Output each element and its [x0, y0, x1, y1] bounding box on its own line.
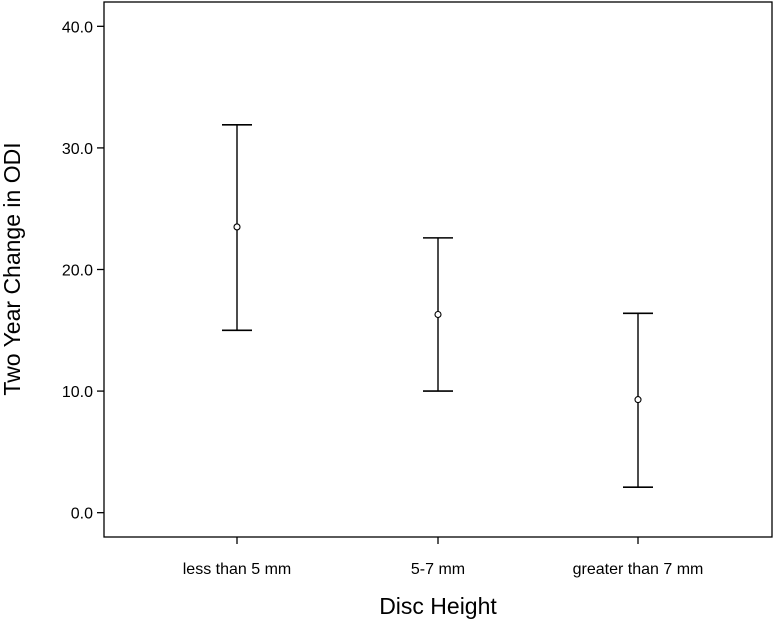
mean-point	[634, 396, 642, 404]
mean-point	[233, 223, 241, 231]
x-tick-label: less than 5 mm	[183, 561, 291, 578]
y-tick-label: 40.0	[62, 19, 93, 36]
y-tick-label: 0.0	[71, 506, 93, 523]
x-axis: less than 5 mm 5-7 mm greater than 7 mm	[183, 537, 704, 578]
error-bars	[222, 124, 653, 488]
x-tick-label: greater than 7 mm	[573, 561, 704, 578]
y-tick-label: 20.0	[62, 263, 93, 280]
y-axis: 0.0 10.0 20.0 30.0 40.0	[62, 19, 104, 523]
error-bar	[423, 237, 453, 392]
x-tick-label: 5-7 mm	[411, 561, 465, 578]
error-bar	[222, 124, 252, 332]
error-bar	[623, 312, 653, 488]
y-axis-title: Two Year Change in ODI	[0, 142, 25, 395]
mean-point	[434, 310, 442, 319]
y-tick-label: 30.0	[62, 141, 93, 158]
y-tick-label: 10.0	[62, 384, 93, 401]
x-axis-title: Disc Height	[379, 593, 497, 619]
